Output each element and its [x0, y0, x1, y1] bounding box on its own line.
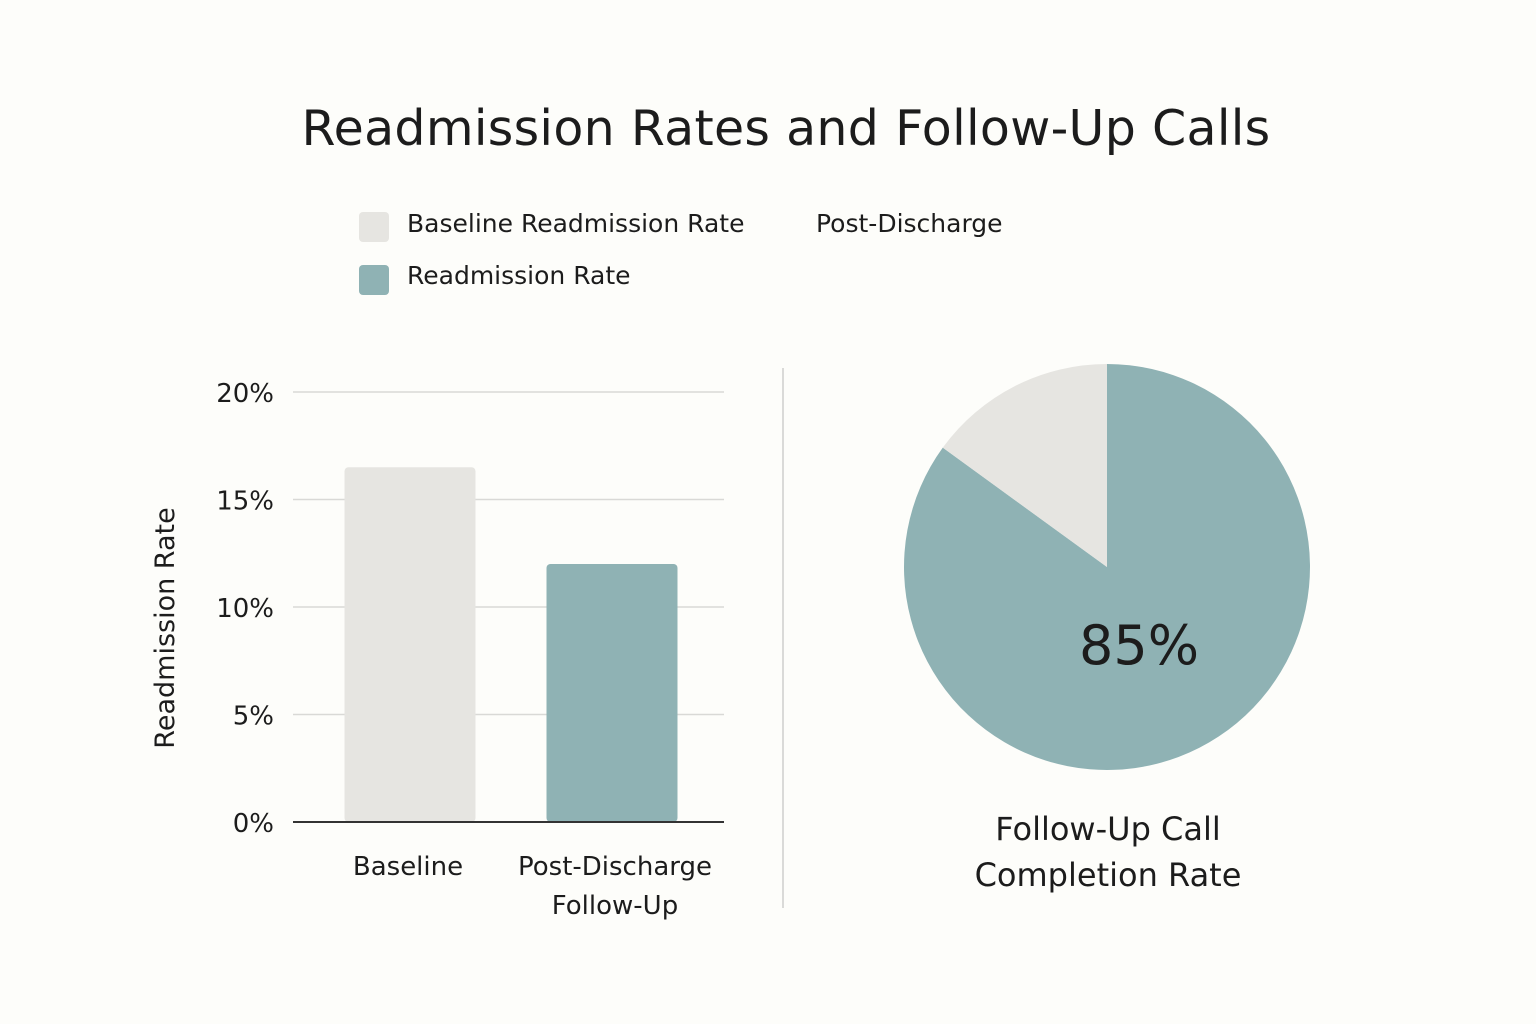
legend-swatch-baseline — [359, 212, 389, 242]
legend-label-post-discharge: Post-Discharge — [816, 209, 1003, 238]
y-tick-label: 5% — [233, 702, 274, 732]
legend-swatch-follow-up — [359, 265, 389, 295]
x-category-label: Post-Discharge — [518, 852, 712, 882]
legend-label-readmission-rate: Readmission Rate — [407, 261, 631, 290]
y-tick-label: 10% — [216, 594, 274, 624]
y-tick-label: 15% — [216, 487, 274, 517]
pie-slice-1 — [942, 364, 1107, 567]
y-tick-label: 20% — [216, 379, 274, 409]
pie-caption: Completion Rate — [975, 856, 1242, 894]
pie-value-label: 85% — [1079, 614, 1199, 677]
bar-1 — [546, 564, 678, 822]
chart-title: Readmission Rates and Follow-Up Calls — [301, 100, 1271, 157]
x-category-label: Follow-Up — [552, 891, 678, 921]
pie-chart: 85% Follow-Up Call Completion Rate — [903, 364, 1310, 894]
legend-label-baseline: Baseline Readmission Rate — [407, 209, 745, 238]
y-axis-label: Readmission Rate — [150, 507, 181, 748]
bar-chart: 0% 5% 10% 15% 20% Baseline Post-Discharge Follo… — [150, 379, 724, 921]
x-category-label: Baseline — [353, 852, 463, 882]
pie-caption: Follow-Up Call — [995, 810, 1221, 848]
y-tick-label: 0% — [233, 809, 274, 839]
bar-0 — [344, 467, 476, 822]
